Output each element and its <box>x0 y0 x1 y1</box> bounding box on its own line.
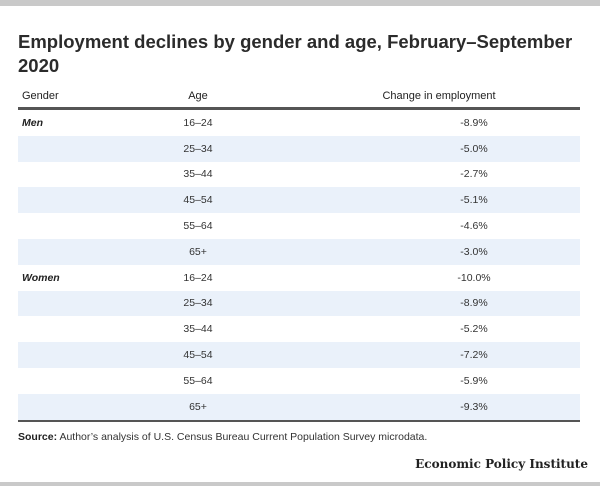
table-row: 65+ -3.0% <box>18 238 580 265</box>
table-row: 65+ -9.3% <box>18 393 580 422</box>
table-body: Men 16–24 -8.9% 25–34 -5.0% 35–44 -2.7% 45–54 -5… <box>18 109 580 422</box>
table-row: 55–64 -4.6% <box>18 213 580 239</box>
cell-age: 35–44 <box>183 168 213 181</box>
source-text: Author’s analysis of U.S. Census Bureau … <box>59 431 428 443</box>
cell-age: 25–34 <box>138 135 258 162</box>
cell-gender <box>18 213 138 239</box>
table-row: Men 16–24 -8.9% <box>18 109 580 136</box>
cell-change: -10.0% <box>457 271 491 284</box>
source-note: Source: Author’s analysis of U.S. Census… <box>18 431 427 443</box>
cell-change: -7.2% <box>258 342 580 368</box>
cell-change: -5.9% <box>460 374 488 387</box>
cell-age: 65+ <box>138 238 258 265</box>
cell-change: -5.2% <box>460 323 488 336</box>
cell-age: 16–24 <box>183 116 213 129</box>
table-row: 55–64 -5.9% <box>18 368 580 394</box>
top-border <box>0 0 600 6</box>
cell-gender <box>18 135 138 162</box>
chart-title: Employment declines by gender and age, F… <box>18 31 573 76</box>
cell-change: -3.0% <box>258 238 580 265</box>
cell-age: 35–44 <box>183 323 213 336</box>
table-row: 35–44 -5.2% <box>18 316 580 342</box>
column-header-age: Age <box>138 85 258 110</box>
column-header-change: Change in employment <box>258 85 580 110</box>
cell-gender: Men <box>22 116 43 129</box>
source-label: Source: <box>18 431 58 443</box>
cell-age: 25–34 <box>138 290 258 317</box>
cell-change: -2.7% <box>460 168 488 181</box>
cell-age: 65+ <box>138 393 258 422</box>
cell-gender <box>18 290 138 317</box>
table-row: Women 16–24 -10.0% <box>18 265 580 291</box>
cell-change: -5.1% <box>258 187 580 214</box>
cell-gender <box>18 393 138 422</box>
column-header-gender: Gender <box>18 85 138 110</box>
cell-gender <box>18 368 138 394</box>
data-table: Gender Age Change in employment Men 16–24… <box>18 85 580 422</box>
cell-gender <box>18 162 138 188</box>
cell-age: 45–54 <box>138 187 258 214</box>
cell-gender <box>18 342 138 368</box>
cell-gender <box>18 187 138 214</box>
cell-gender <box>18 316 138 342</box>
cell-age: 55–64 <box>183 220 213 233</box>
cell-gender: Women <box>22 271 60 284</box>
table-row: 45–54 -7.2% <box>18 342 580 368</box>
table-header-row: Gender Age Change in employment <box>18 85 580 110</box>
table-row: 35–44 -2.7% <box>18 162 580 188</box>
cell-gender <box>18 238 138 265</box>
data-table-container: Gender Age Change in employment Men 16–24… <box>18 85 580 422</box>
cell-change: -9.3% <box>258 393 580 422</box>
table-row: 25–34 -5.0% <box>18 135 580 162</box>
cell-change: -5.0% <box>258 135 580 162</box>
cell-change: -4.6% <box>460 220 488 233</box>
cell-age: 55–64 <box>183 374 213 387</box>
bottom-border <box>0 482 600 486</box>
cell-age: 45–54 <box>138 342 258 368</box>
cell-age: 16–24 <box>183 271 213 284</box>
table-row: 45–54 -5.1% <box>18 187 580 214</box>
cell-change: -8.9% <box>258 290 580 317</box>
cell-change: -8.9% <box>460 116 488 129</box>
publisher-brand: Economic Policy Institute <box>415 457 588 471</box>
table-row: 25–34 -8.9% <box>18 290 580 317</box>
